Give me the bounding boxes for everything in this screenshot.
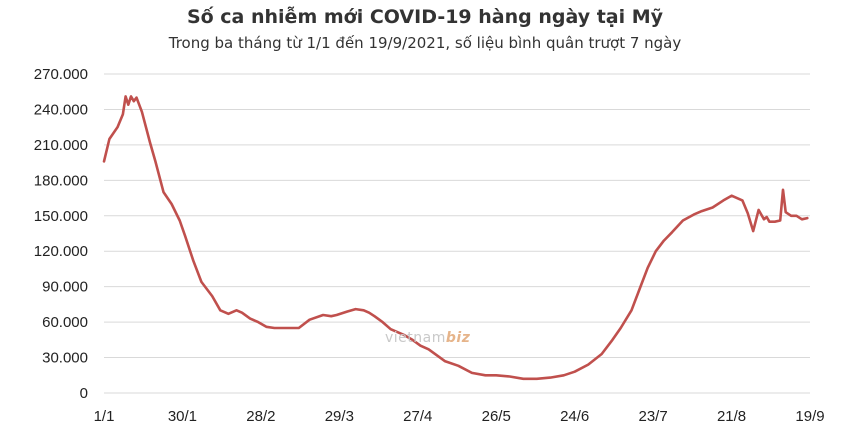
watermark-logo: vietnambiz xyxy=(385,330,470,346)
x-axis-ticks: 1/1 30/1 28/2 29/3 27/4 26/5 24/6 23/7 21/8 19/9 xyxy=(94,408,825,425)
x-tick-label: 27/4 xyxy=(403,408,432,425)
x-tick-label: 1/1 xyxy=(94,408,115,425)
y-tick-label: 210.000 xyxy=(34,137,88,154)
chart-title: Số ca nhiễm mới COVID-19 hàng ngày tại M… xyxy=(186,6,664,28)
x-tick-label: 28/2 xyxy=(246,408,275,425)
x-tick-label: 30/1 xyxy=(168,408,197,425)
y-tick-label: 30.000 xyxy=(42,350,88,367)
y-tick-label: 180.000 xyxy=(34,172,88,189)
x-tick-label: 29/3 xyxy=(325,408,354,425)
chart-subtitle: Trong ba tháng từ 1/1 đến 19/9/2021, số … xyxy=(168,34,682,52)
y-tick-label: 240.000 xyxy=(34,101,88,118)
y-tick-label: 120.000 xyxy=(34,243,88,260)
x-tick-label: 24/6 xyxy=(560,408,589,425)
watermark-prefix: vietnam xyxy=(385,330,446,346)
y-tick-label: 270.000 xyxy=(34,66,88,83)
y-tick-label: 60.000 xyxy=(42,314,88,331)
x-tick-label: 26/5 xyxy=(482,408,511,425)
y-axis-ticks: 0 30.000 60.000 90.000 120.000 150.000 180.000… xyxy=(34,66,88,402)
x-tick-label: 21/8 xyxy=(717,408,746,425)
gridlines xyxy=(104,73,810,394)
y-tick-label: 150.000 xyxy=(34,208,88,225)
watermark-brand: biz xyxy=(445,330,471,346)
series-line xyxy=(102,95,809,381)
series-layer xyxy=(102,95,809,381)
x-tick-label: 23/7 xyxy=(639,408,668,425)
y-tick-label: 90.000 xyxy=(42,279,88,296)
y-tick-label: 0 xyxy=(80,385,88,402)
x-tick-label: 19/9 xyxy=(795,408,824,425)
